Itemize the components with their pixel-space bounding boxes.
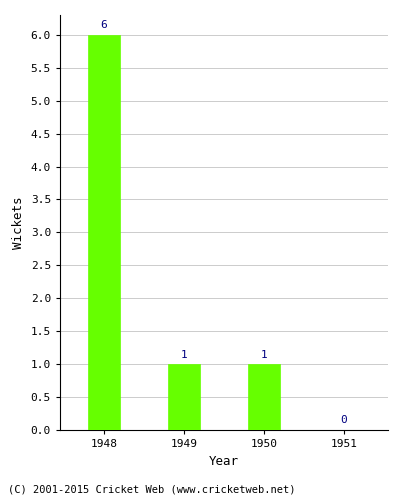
Text: (C) 2001-2015 Cricket Web (www.cricketweb.net): (C) 2001-2015 Cricket Web (www.cricketwe… — [8, 485, 296, 495]
Text: 1: 1 — [261, 350, 267, 360]
Bar — [168, 364, 200, 430]
Bar — [88, 35, 120, 430]
Text: 0: 0 — [341, 416, 347, 426]
Y-axis label: Wickets: Wickets — [12, 196, 25, 248]
X-axis label: Year: Year — [209, 454, 239, 468]
Text: 1: 1 — [181, 350, 187, 360]
Bar — [248, 364, 280, 430]
Text: 6: 6 — [101, 20, 107, 30]
